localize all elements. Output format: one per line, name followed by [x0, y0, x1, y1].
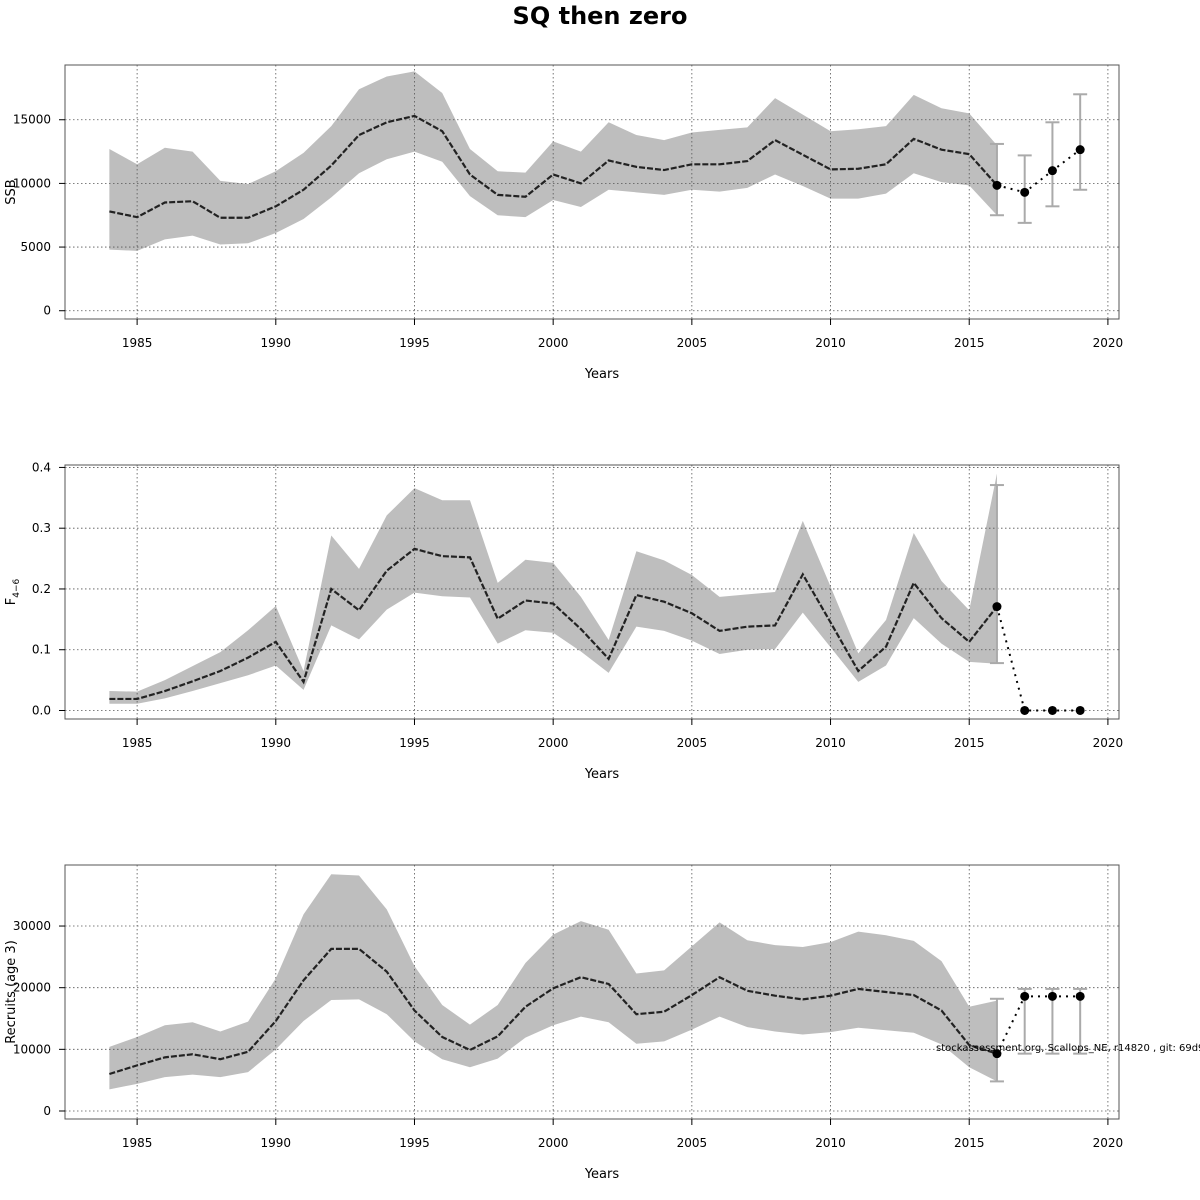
y-tick-label: 30000 [13, 919, 51, 933]
x-tick-label: 2020 [1093, 336, 1124, 350]
x-tick-label: 2010 [815, 736, 846, 750]
y-tick-label: 10000 [13, 1042, 51, 1056]
estimate-line-f [109, 547, 998, 701]
x-tick-label: 2020 [1093, 736, 1124, 750]
forecast-point [992, 1049, 1002, 1059]
chart-title: SQ then zero [512, 2, 688, 30]
forecast-line-f [995, 606, 1081, 712]
x-tick-label: 1990 [261, 1136, 292, 1150]
panel-f: 1985 1990 1995 2000 2005 2010 2015 2020 0.0 0.1 0.… [4, 460, 1123, 782]
footnote-text: stockassessment.org, Scallops_NE, r14820… [936, 1043, 1200, 1054]
x-tick-label: 1995 [399, 1136, 430, 1150]
y-tick-label: 0.1 [32, 643, 51, 657]
panel-recruits: 1985 1990 1995 2000 2005 2010 2015 2020 0 10000 20… [4, 864, 1124, 1182]
forecast-point [1075, 991, 1085, 1001]
x-tick-label: 1985 [122, 1136, 153, 1150]
y-tick-label: 0 [43, 1104, 51, 1118]
x-tick-label: 2015 [954, 736, 985, 750]
plot-frame-ssb [64, 64, 1120, 320]
x-tick-label: 1990 [261, 736, 292, 750]
y-tick-label: 10000 [13, 176, 51, 190]
x-tick-label: 2005 [677, 336, 708, 350]
forecast-line-recruits [996, 995, 1081, 1055]
forecast-point [1047, 991, 1057, 1001]
x-tick-label: 2015 [954, 336, 985, 350]
x-axis-title: Years [584, 367, 620, 382]
forecast-point [1020, 187, 1030, 197]
y-tick-label: 0 [43, 304, 51, 318]
y-tick-label: 0.3 [32, 521, 51, 535]
forecast-point [1075, 145, 1085, 155]
y-tick-label: 0.2 [32, 582, 51, 596]
forecast-line-ssb [996, 148, 1081, 194]
x-tick-label: 1995 [399, 736, 430, 750]
x-tick-label: 1995 [399, 336, 430, 350]
x-tick-label: 2000 [538, 736, 569, 750]
x-axis-title: Years [584, 1167, 620, 1182]
plot-frame-f [64, 464, 1120, 720]
x-tick-label: 2005 [677, 1136, 708, 1150]
y-axis-title: Recruits (age 3) [4, 940, 19, 1044]
forecast-point [1047, 166, 1057, 176]
x-axis-title: Years [584, 767, 620, 782]
y-axis-title-subscript: 4−6 [12, 578, 22, 597]
y-tick-label: 0.4 [32, 460, 51, 474]
panel-ssb: 1985 1990 1995 2000 2005 2010 2015 2020 0 5000 100… [4, 64, 1124, 382]
y-axis-title: SSB [4, 179, 19, 204]
forecast-point [1020, 705, 1030, 715]
estimate-line-recruits [109, 947, 998, 1076]
y-axis-title: F4−6 [4, 578, 22, 605]
forecast-point [992, 180, 1002, 190]
y-tick-label: 0.0 [32, 703, 51, 717]
x-tick-label: 1985 [122, 736, 153, 750]
forecast-point [992, 602, 1002, 612]
y-tick-label: 15000 [13, 113, 51, 127]
y-tick-label: 5000 [20, 240, 51, 254]
x-tick-label: 2000 [538, 1136, 569, 1150]
x-tick-label: 2020 [1093, 1136, 1124, 1150]
forecast-point [1047, 705, 1057, 715]
x-tick-label: 2010 [815, 1136, 846, 1150]
y-tick-label: 20000 [13, 981, 51, 995]
x-tick-label: 1990 [261, 336, 292, 350]
estimate-line-ssb [109, 114, 998, 219]
x-tick-label: 2000 [538, 336, 569, 350]
forecast-point [1020, 991, 1030, 1001]
x-tick-label: 1985 [122, 336, 153, 350]
x-tick-label: 2005 [677, 736, 708, 750]
forecast-point [1075, 705, 1085, 715]
x-tick-label: 2010 [815, 336, 846, 350]
x-tick-label: 2015 [954, 1136, 985, 1150]
plot-frame-recruits [64, 864, 1120, 1120]
